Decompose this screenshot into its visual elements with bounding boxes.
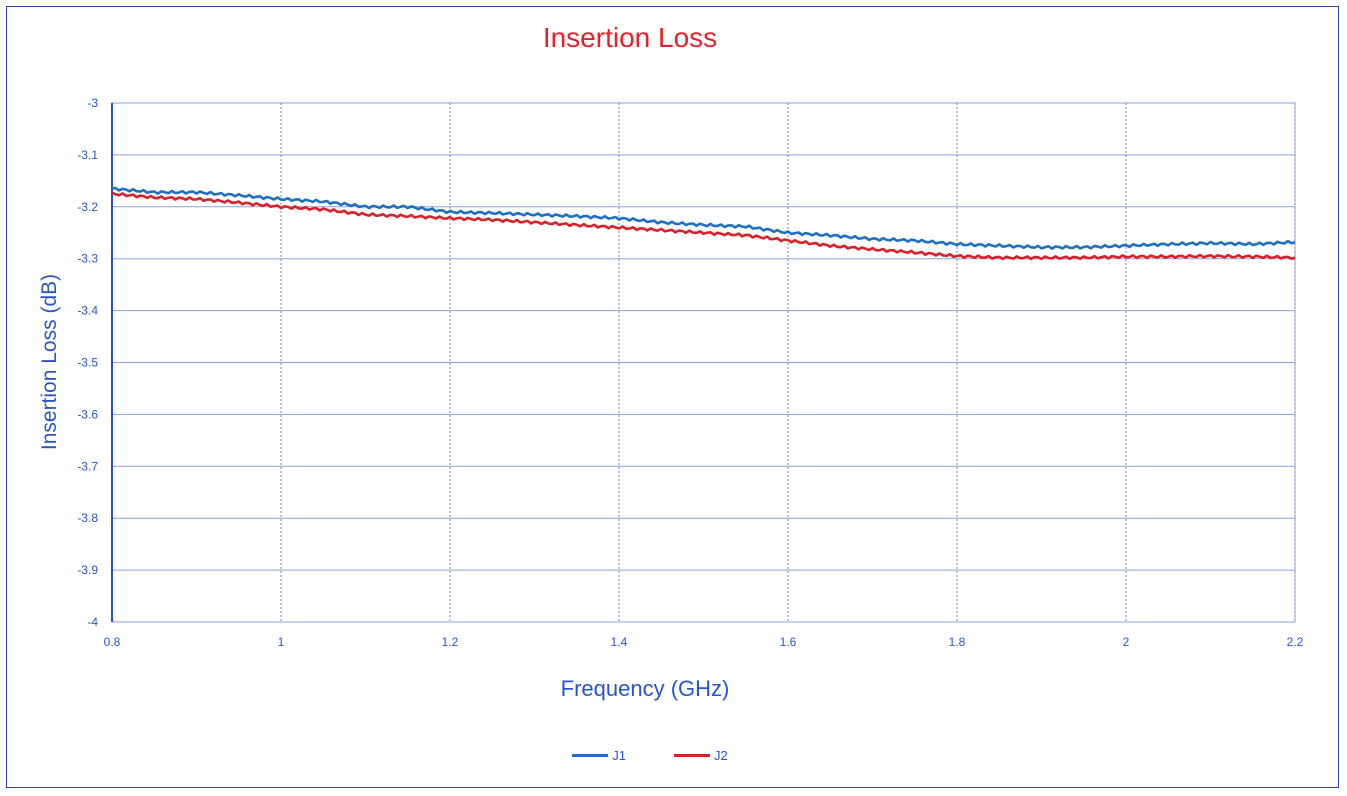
y-tick-label: -3.2 [77, 200, 98, 214]
y-axis-label: Insertion Loss (dB) [38, 273, 61, 451]
x-tick-label: 1.4 [611, 635, 628, 649]
y-tick-label: -3 [87, 96, 98, 110]
y-tick-label: -3.5 [77, 356, 98, 370]
legend-item-j2: J2 [674, 748, 728, 763]
legend-swatch-j1 [572, 754, 609, 757]
legend-label-j1: J1 [612, 748, 626, 763]
x-tick-label: 0.8 [104, 635, 121, 649]
y-tick-label: -3.9 [77, 563, 98, 577]
y-tick-label: -3.4 [77, 304, 98, 318]
series-line-j1 [111, 186, 1296, 250]
legend-swatch-j2 [674, 754, 710, 757]
x-tick-label: 2.2 [1287, 635, 1304, 649]
y-tick-label: -3.6 [77, 407, 98, 421]
legend: J1 J2 [0, 748, 1300, 763]
y-tick-label: -4 [87, 615, 98, 629]
chart-frame [6, 6, 1339, 788]
y-tick-label: -3.1 [77, 148, 98, 162]
chart-title: Insertion Loss [542, 22, 718, 53]
x-tick-label: 1.2 [442, 635, 459, 649]
y-tick-label: -3.3 [77, 252, 98, 266]
x-tick-label: 2 [1123, 635, 1130, 649]
y-tick-label: -3.7 [77, 459, 98, 473]
x-tick-label: 1.6 [780, 635, 797, 649]
y-tick-label: -3.8 [77, 511, 98, 525]
x-tick-label: 1.8 [949, 635, 966, 649]
legend-item-j1: J1 [572, 748, 626, 763]
series-line-j2 [111, 191, 1296, 261]
legend-label-j2: J2 [714, 748, 728, 763]
x-tick-label: 1 [278, 635, 285, 649]
x-axis-label: Frequency (GHz) [560, 676, 730, 701]
